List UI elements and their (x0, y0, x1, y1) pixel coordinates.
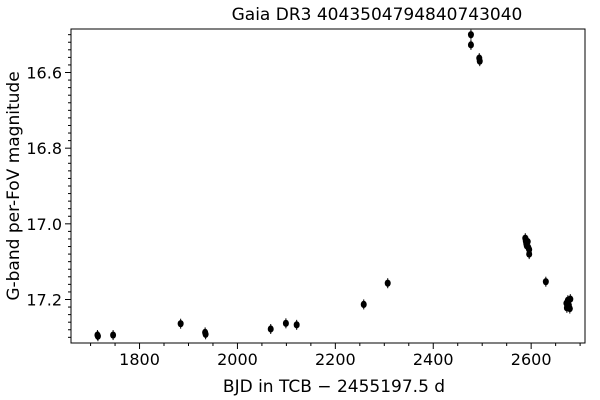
x-tick-label: 1800 (119, 350, 160, 369)
point-marker (467, 31, 474, 39)
data-point (360, 299, 367, 310)
point-marker (293, 321, 300, 329)
point-marker (566, 304, 573, 313)
data-point (384, 278, 391, 289)
y-tick-label: 16.8 (26, 139, 62, 158)
point-marker (542, 278, 549, 286)
point-marker (467, 41, 474, 49)
point-marker (177, 320, 184, 328)
x-tick-label: 2000 (217, 350, 258, 369)
data-point (177, 318, 184, 329)
data-series (94, 29, 574, 342)
data-point (476, 56, 483, 67)
point-marker (476, 57, 483, 65)
y-tick-label: 16.6 (26, 64, 62, 83)
chart-title: Gaia DR3 4043504794840743040 (232, 5, 523, 25)
data-point (467, 29, 474, 40)
point-marker (267, 325, 274, 333)
point-marker (110, 331, 117, 339)
point-marker (526, 250, 533, 258)
y-tick-label: 17.2 (26, 290, 62, 309)
data-point (467, 39, 474, 50)
x-tick-label: 2600 (511, 350, 552, 369)
data-point (202, 329, 209, 340)
x-axis-title: BJD in TCB − 2455197.5 d (223, 377, 445, 397)
data-point (293, 319, 300, 330)
x-axis: 1800 2000 2200 2400 2600 (90, 343, 581, 369)
data-point (526, 249, 533, 260)
point-marker (524, 238, 531, 246)
x-tick-label: 2400 (413, 350, 454, 369)
point-marker (282, 319, 289, 327)
point-marker (202, 330, 209, 338)
plot-frame (70, 28, 586, 344)
data-point (566, 303, 573, 314)
y-axis: 16.6 16.8 17.0 17.2 (26, 34, 71, 338)
x-tick-label: 2200 (315, 350, 356, 369)
point-marker (360, 300, 367, 309)
data-point (267, 324, 274, 335)
point-marker (567, 295, 574, 303)
plot-area (70, 28, 586, 344)
point-marker (384, 279, 391, 287)
y-axis-title: G-band per-FoV magnitude (4, 71, 24, 300)
point-marker (94, 332, 101, 340)
y-tick-label: 17.0 (26, 215, 62, 234)
data-point (567, 294, 574, 305)
data-point (110, 330, 117, 341)
data-point (542, 276, 549, 287)
data-point (282, 318, 289, 329)
data-point (94, 331, 101, 342)
